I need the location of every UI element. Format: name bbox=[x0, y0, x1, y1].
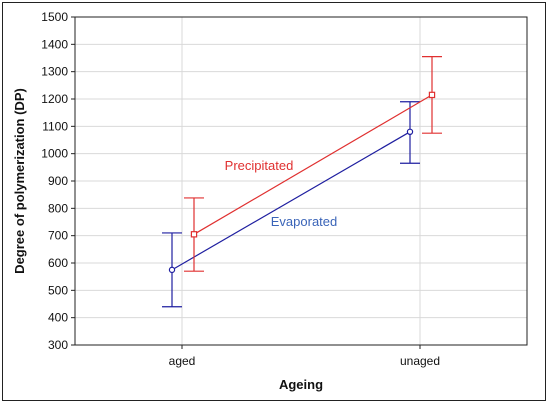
chart-frame bbox=[2, 2, 546, 401]
data-point bbox=[168, 266, 176, 274]
y-tick-label: 900 bbox=[48, 174, 68, 188]
series-line bbox=[193, 94, 433, 235]
grid bbox=[75, 17, 527, 345]
x-axis-ticks: aged unaged bbox=[169, 345, 440, 368]
series-evaporated bbox=[162, 101, 420, 308]
series-precipitated bbox=[184, 56, 442, 272]
x-tick-label: aged bbox=[169, 354, 196, 368]
y-tick-label: 600 bbox=[48, 256, 68, 270]
y-tick-label: 1500 bbox=[41, 10, 68, 24]
y-tick-label: 1200 bbox=[41, 92, 68, 106]
data-point bbox=[190, 231, 198, 238]
y-axis-ticks: 300 400 500 600 700 800 900 1000 1100 1200 1300 140… bbox=[41, 10, 75, 352]
series-layer bbox=[162, 56, 442, 308]
y-tick-label: 1000 bbox=[41, 147, 68, 161]
y-tick-label: 1400 bbox=[41, 37, 68, 51]
y-tick-label: 700 bbox=[48, 229, 68, 243]
data-point bbox=[406, 128, 414, 135]
annotation-evaporated: Evaporated bbox=[271, 214, 338, 229]
y-tick-label: 400 bbox=[48, 311, 68, 325]
y-tick-label: 1100 bbox=[42, 119, 68, 133]
annotations: Precipitated Evaporated bbox=[225, 158, 338, 229]
y-tick-label: 300 bbox=[48, 338, 68, 352]
x-tick-label: unaged bbox=[400, 354, 440, 368]
y-tick-label: 1300 bbox=[41, 65, 68, 79]
annotation-precipitated: Precipitated bbox=[225, 158, 294, 173]
series-line bbox=[171, 131, 411, 271]
y-tick-label: 500 bbox=[48, 283, 68, 297]
x-axis-title: Ageing bbox=[279, 377, 323, 392]
data-point bbox=[428, 91, 436, 99]
y-tick-label: 800 bbox=[48, 201, 68, 215]
y-axis-title: Degree of polymerization (DP) bbox=[12, 88, 27, 274]
